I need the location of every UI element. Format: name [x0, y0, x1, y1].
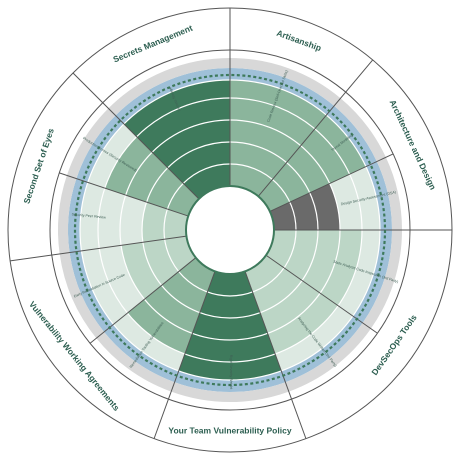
maturity-level-fill: [152, 120, 230, 168]
maturity-level-fill: [267, 293, 339, 355]
maturity-level-fill: [141, 202, 168, 243]
maturity-level-fill: [125, 152, 168, 203]
category-label: DevSecOps Tools: [369, 312, 418, 377]
maturity-level-fill: [104, 136, 153, 196]
outer-circle: [7, 7, 453, 453]
maturity-level-fill: [127, 299, 193, 355]
category-divider: [257, 59, 374, 197]
outer-gray-band: [57, 175, 77, 254]
target-band: [174, 370, 286, 392]
maturity-level-fill: [302, 230, 340, 294]
maturity-level-fill: [269, 202, 296, 230]
sub-divider: [59, 172, 189, 217]
maturity-level-fill: [167, 142, 230, 184]
maturity-level-fill: [272, 162, 310, 203]
outer-gray-band: [59, 252, 105, 339]
maturity-level-fill: [230, 142, 287, 180]
target-band: [115, 68, 230, 124]
target-band: [69, 250, 114, 332]
label-ring-circle: [49, 49, 411, 411]
center-hub: [185, 185, 275, 275]
sub-category-label: Right Severity Weight: [229, 355, 233, 390]
sub-category-label: Security Peer Review: [71, 212, 106, 219]
maturity-level-fill: [230, 164, 273, 197]
maturity-level-fill: [289, 192, 318, 230]
maturity-level-fill: [184, 333, 276, 363]
maturity-level-fill: [164, 209, 189, 240]
maturity-level-fill: [230, 80, 327, 129]
sub-divider: [89, 257, 197, 344]
outer-gray-band: [66, 108, 116, 179]
segment-dividers: [10, 8, 452, 439]
maturity-level-fill: [230, 120, 301, 163]
outer-gray-band: [362, 230, 402, 329]
maturity-level-fill: [123, 80, 230, 137]
outer-gray-band: [108, 58, 230, 116]
maturity-level-fill: [252, 267, 303, 313]
category-label: Second Set of Eyes: [21, 127, 56, 205]
maturity-level-fill: [161, 271, 208, 313]
category-divider: [10, 235, 187, 262]
maturity-level-fill: [284, 230, 318, 281]
sub-divider: [265, 254, 378, 334]
category-divider: [244, 271, 307, 439]
maturity-level-fill: [192, 312, 268, 340]
category-label: Secrets Management: [112, 23, 195, 65]
maturity-level-fill: [260, 280, 321, 334]
maturity-level-fill: [121, 242, 162, 300]
outer-gray-band: [171, 382, 289, 403]
dashed-target-ring: [73, 73, 387, 387]
maturity-level-fill: [136, 98, 230, 153]
category-divider: [153, 271, 216, 439]
outer-gray-band: [334, 98, 386, 162]
maturity-segments: [57, 58, 402, 403]
maturity-level-fill: [144, 285, 200, 334]
maturity-level-fill: [320, 230, 362, 306]
outer-gray-band: [230, 58, 341, 106]
target-band: [68, 178, 88, 253]
maturity-level-fill: [207, 271, 253, 297]
maturity-level-fill: [142, 239, 179, 286]
category-label: Your Team Vulnerability Policy: [168, 425, 291, 435]
maturity-level-fill: [230, 98, 315, 146]
target-band: [230, 68, 335, 116]
outer-gray-band: [96, 331, 175, 392]
maturity-level-fill: [286, 145, 330, 193]
maturity-level-fill: [300, 128, 350, 184]
category-label: Artisanship: [275, 28, 322, 53]
maturity-level-fill: [199, 292, 261, 319]
target-band: [365, 161, 392, 230]
sub-divider: [269, 153, 394, 212]
category-label: Architecture and Design: [388, 98, 439, 191]
maturity-level-fill: [314, 115, 366, 175]
maturity-level-fill: [178, 354, 282, 381]
maturity-level-fill: [183, 164, 230, 199]
category-divider: [72, 72, 200, 200]
outer-gray-band: [376, 157, 402, 230]
outer-gray-band: [285, 322, 371, 392]
maturity-level-fill: [146, 167, 184, 210]
maturity-level-fill: [245, 255, 285, 293]
maturity-level-fill: [178, 257, 215, 293]
